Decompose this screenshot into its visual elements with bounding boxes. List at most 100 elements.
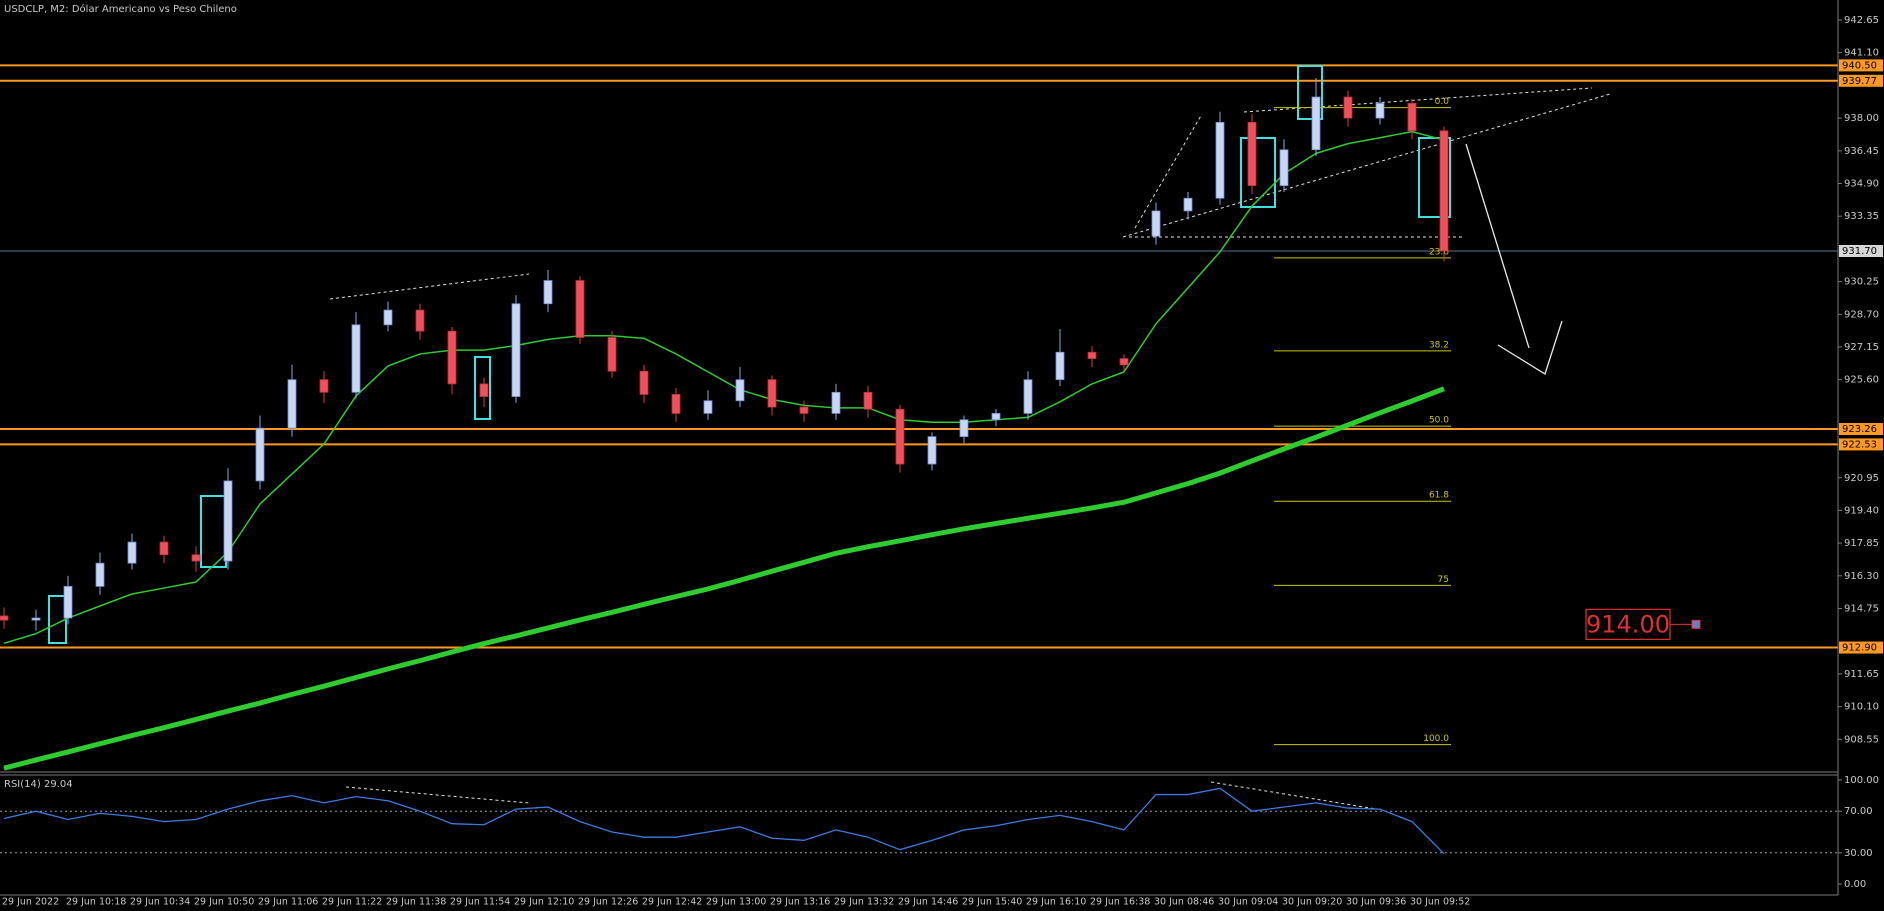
level-tag-label: 922.53 bbox=[1842, 439, 1877, 450]
candle-body bbox=[1087, 351, 1097, 359]
rsi-tick-label: 30.00 bbox=[1844, 848, 1873, 859]
annotation-label: 914.00 bbox=[1586, 610, 1670, 638]
fib-label: 50.0 bbox=[1429, 416, 1449, 426]
fib-label: 61.8 bbox=[1429, 491, 1449, 501]
x-tick-label: 29 Jun 16:10 bbox=[1026, 897, 1086, 908]
x-tick-label: 29 Jun 2022 bbox=[2, 897, 59, 908]
candle-body bbox=[319, 379, 329, 393]
level-tag bbox=[1839, 74, 1883, 87]
rsi-label: RSI(14) 29.04 bbox=[4, 779, 73, 790]
y-tick-label: 927.15 bbox=[1844, 342, 1879, 353]
candle-body bbox=[287, 379, 297, 429]
drawings bbox=[329, 87, 1611, 810]
candle-body bbox=[1311, 96, 1321, 151]
x-tick-label: 29 Jun 10:18 bbox=[66, 897, 126, 908]
candle-body bbox=[1023, 379, 1033, 414]
candle-body bbox=[1407, 102, 1417, 132]
y-tick-label: 942.65 bbox=[1844, 15, 1879, 26]
y-tick-label: 930.25 bbox=[1844, 277, 1879, 288]
level-tag-label: 940.50 bbox=[1842, 60, 1877, 71]
candle-body bbox=[511, 303, 521, 397]
candle-body bbox=[959, 419, 969, 438]
y-tick-label: 914.75 bbox=[1844, 604, 1879, 615]
candle-body bbox=[415, 309, 425, 332]
rsi-line bbox=[3, 787, 1445, 855]
arrow-line bbox=[1497, 320, 1563, 375]
candle-body bbox=[863, 391, 873, 410]
y-tick-label: 916.30 bbox=[1844, 571, 1879, 582]
x-tick-label: 29 Jun 10:50 bbox=[194, 897, 254, 908]
level-tag bbox=[1839, 641, 1883, 654]
candle-body bbox=[1183, 197, 1193, 212]
candle-body bbox=[191, 554, 201, 562]
candle-body bbox=[1055, 351, 1065, 381]
candle-body bbox=[639, 370, 649, 395]
price-tag-label: 931.70 bbox=[1842, 246, 1877, 257]
candle-body bbox=[1247, 121, 1257, 187]
candle-body bbox=[0, 615, 9, 621]
candle-body bbox=[767, 379, 777, 408]
level-tag-label: 912.90 bbox=[1842, 643, 1877, 654]
fib-label: 23.6 bbox=[1429, 247, 1449, 257]
y-tick-label: 928.70 bbox=[1844, 309, 1879, 320]
rsi-tick-label: 0.00 bbox=[1844, 879, 1866, 890]
chart-title: USDCLP, M2: Dólar Americano vs Peso Chil… bbox=[4, 3, 237, 15]
y-tick-label: 920.95 bbox=[1844, 473, 1879, 484]
x-tick-label: 30 Jun 09:04 bbox=[1218, 897, 1278, 908]
level-tag-label: 939.77 bbox=[1842, 76, 1877, 87]
x-tick-label: 29 Jun 12:42 bbox=[642, 897, 702, 908]
candle-body bbox=[575, 280, 585, 338]
candle-body bbox=[1375, 102, 1385, 119]
fib-label: 38.2 bbox=[1429, 340, 1449, 350]
level-tag bbox=[1839, 438, 1883, 451]
candle-body bbox=[895, 408, 905, 465]
candle-body bbox=[1343, 96, 1353, 119]
y-tick-label: 934.90 bbox=[1844, 179, 1879, 190]
trend-line bbox=[1243, 87, 1593, 113]
highlight-box bbox=[1297, 65, 1323, 120]
arrow-line bbox=[1465, 143, 1530, 349]
level-tag bbox=[1839, 423, 1883, 436]
x-tick-label: 29 Jun 11:06 bbox=[258, 897, 318, 908]
x-tick-label: 29 Jun 14:46 bbox=[898, 897, 958, 908]
x-tick-label: 29 Jun 13:32 bbox=[834, 897, 894, 908]
candle-body bbox=[255, 427, 265, 482]
x-tick-label: 29 Jun 12:26 bbox=[578, 897, 638, 908]
candle-body bbox=[159, 541, 169, 556]
rsi-tick-label: 70.00 bbox=[1844, 806, 1873, 817]
annotation-marker bbox=[1691, 619, 1701, 629]
x-tick-label: 29 Jun 11:54 bbox=[450, 897, 510, 908]
back-layer bbox=[0, 64, 1838, 649]
candle-body bbox=[127, 541, 137, 564]
rsi-tick-label: 100.00 bbox=[1844, 775, 1879, 786]
candle-body bbox=[31, 617, 41, 621]
candle-body bbox=[447, 330, 457, 385]
y-tick-label: 936.45 bbox=[1844, 146, 1879, 157]
level-tag bbox=[1839, 59, 1883, 72]
x-tick-label: 30 Jun 09:52 bbox=[1410, 897, 1470, 908]
x-tick-label: 29 Jun 11:38 bbox=[386, 897, 446, 908]
arrow bbox=[1465, 143, 1563, 375]
y-tick-label: 908.55 bbox=[1844, 734, 1879, 745]
level-tag-label: 923.26 bbox=[1842, 424, 1877, 435]
candle-body bbox=[703, 400, 713, 414]
fib-label: 100.0 bbox=[1423, 734, 1449, 744]
x-tick-label: 29 Jun 15:40 bbox=[962, 897, 1022, 908]
candle-body bbox=[735, 379, 745, 402]
candle-body bbox=[1151, 210, 1161, 237]
candle-body bbox=[927, 436, 937, 465]
candle-body bbox=[1439, 130, 1449, 252]
candle-body bbox=[223, 480, 233, 562]
x-tick-label: 29 Jun 13:16 bbox=[770, 897, 830, 908]
highlight-box bbox=[474, 356, 491, 420]
moving-average bbox=[3, 386, 1445, 771]
candle-body bbox=[95, 562, 105, 587]
candle-body bbox=[1279, 149, 1289, 187]
candle-body bbox=[1215, 121, 1225, 199]
candle-body bbox=[671, 394, 681, 414]
x-tick-label: 30 Jun 08:46 bbox=[1154, 897, 1214, 908]
x-tick-label: 29 Jun 13:00 bbox=[706, 897, 766, 908]
